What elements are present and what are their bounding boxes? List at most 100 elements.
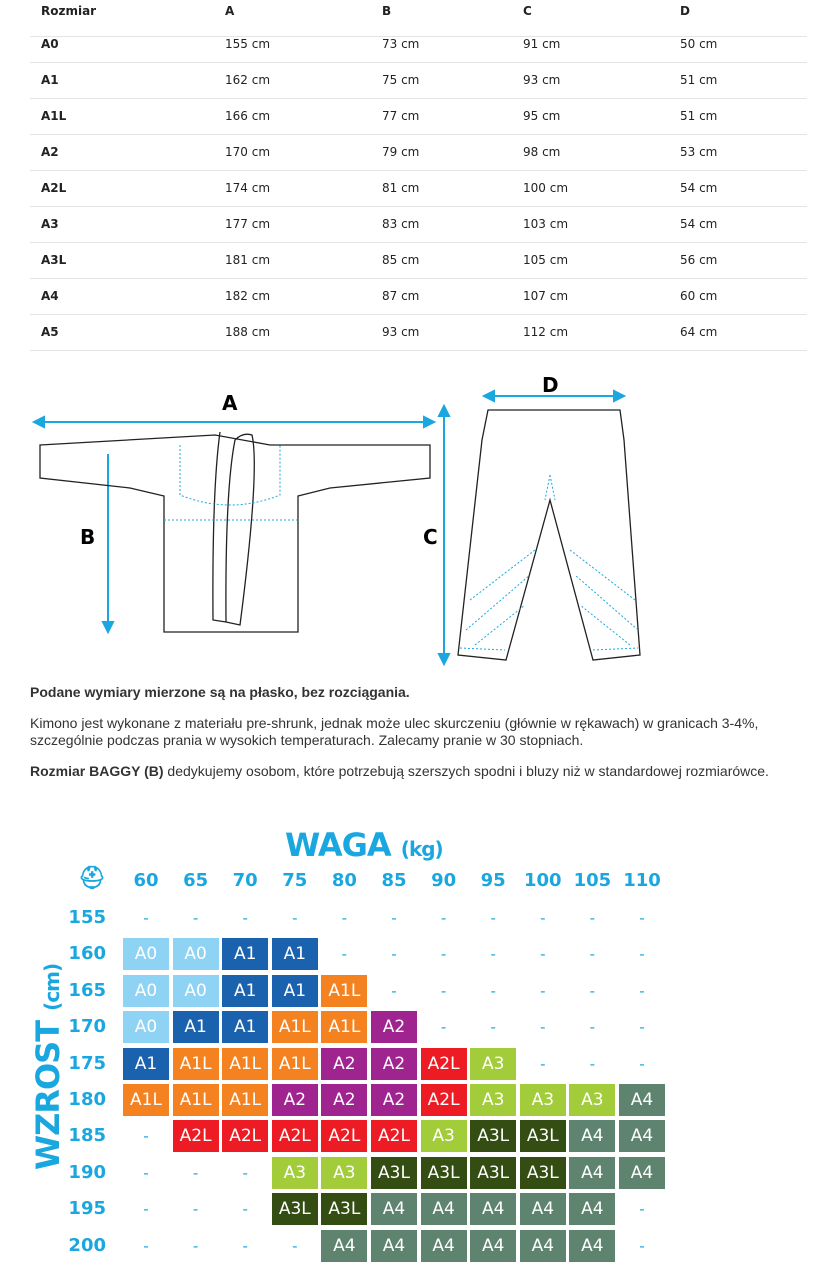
note-baggy: Rozmiar BAGGY (B) dedykujemy osobom, któ… bbox=[30, 763, 815, 780]
empty-cell: - bbox=[589, 1054, 596, 1073]
size-cell: A3 bbox=[321, 1156, 368, 1189]
size-cell: A3 bbox=[519, 1084, 566, 1116]
table-cell: A4 bbox=[41, 289, 59, 303]
weight-label: 80 bbox=[331, 870, 357, 891]
size-cell: A1L bbox=[321, 1011, 368, 1044]
label-c: C bbox=[423, 525, 438, 549]
size-cell: A1 bbox=[172, 1011, 219, 1044]
column-header: A bbox=[225, 4, 235, 18]
size-cell: A2L bbox=[420, 1047, 467, 1080]
empty-cell: - bbox=[143, 909, 149, 927]
empty-cell: - bbox=[639, 1200, 645, 1219]
empty-cell: - bbox=[540, 945, 546, 964]
table-cell: 112 cm bbox=[523, 325, 569, 339]
label-a: A bbox=[222, 391, 238, 415]
weight-label: 70 bbox=[232, 870, 258, 891]
table-row: A1 162 cm 75 cm 93 cm 51 cm bbox=[30, 62, 807, 99]
size-cell: A1L bbox=[271, 1011, 318, 1044]
empty-cell: - bbox=[292, 909, 298, 927]
table-cell: 64 cm bbox=[680, 325, 718, 339]
table-cell: A0 bbox=[41, 37, 59, 51]
empty-cell: - bbox=[242, 1236, 248, 1255]
empty-cell: - bbox=[540, 1054, 546, 1073]
table-cell: 79 cm bbox=[382, 145, 420, 159]
weight-label: 95 bbox=[480, 870, 506, 891]
table-cell: 87 cm bbox=[382, 289, 420, 303]
size-cell: A1L bbox=[172, 1084, 219, 1116]
empty-cell: - bbox=[589, 1018, 596, 1037]
height-value: 160 bbox=[68, 943, 106, 965]
empty-cell: - bbox=[192, 909, 199, 927]
size-cell: A3L bbox=[271, 1193, 318, 1226]
table-cell: 54 cm bbox=[680, 181, 718, 195]
size-cell: A4 bbox=[569, 1156, 616, 1189]
table-cell: 105 cm bbox=[523, 253, 569, 267]
empty-cell: - bbox=[540, 981, 546, 1000]
size-cell: A3 bbox=[470, 1047, 517, 1080]
notes: Podane wymiary mierzone są na płasko, be… bbox=[30, 684, 815, 794]
empty-cell: - bbox=[143, 1200, 149, 1219]
table-cell: 50 cm bbox=[680, 37, 718, 51]
table-cell: 174 cm bbox=[225, 181, 271, 195]
size-cell: A4 bbox=[569, 1120, 616, 1153]
table-cell: A3L bbox=[41, 253, 67, 267]
empty-cell: - bbox=[440, 945, 447, 964]
table-cell: 83 cm bbox=[382, 217, 420, 231]
size-cell: A4 bbox=[569, 1229, 616, 1262]
table-cell: 95 cm bbox=[523, 109, 561, 123]
size-cell: A4 bbox=[371, 1193, 417, 1226]
empty-cell: - bbox=[242, 909, 248, 927]
empty-cell: - bbox=[589, 909, 596, 927]
height-value: 175 bbox=[68, 1052, 106, 1074]
table-cell: 53 cm bbox=[680, 145, 718, 159]
table-cell: 85 cm bbox=[382, 253, 420, 267]
table-cell: A1L bbox=[41, 109, 67, 123]
column-header: D bbox=[680, 4, 690, 18]
height-value: 165 bbox=[68, 979, 106, 1001]
table-cell: 75 cm bbox=[382, 73, 420, 87]
empty-cell: - bbox=[440, 909, 447, 927]
empty-cell: - bbox=[540, 1018, 546, 1037]
size-cell: A3L bbox=[420, 1156, 467, 1189]
size-cell: A3 bbox=[420, 1120, 467, 1153]
size-cell: A2 bbox=[321, 1084, 368, 1116]
table-cell: 98 cm bbox=[523, 145, 561, 159]
size-cell: A2L bbox=[271, 1120, 318, 1153]
weight-label: 110 bbox=[623, 870, 661, 891]
empty-cell: - bbox=[143, 1127, 149, 1146]
empty-cell: - bbox=[639, 1018, 645, 1037]
size-cell: A3L bbox=[519, 1156, 566, 1189]
size-cell: A4 bbox=[619, 1084, 665, 1116]
table-row: A2L 174 cm 81 cm 100 cm 54 cm bbox=[30, 170, 807, 207]
table-cell: 81 cm bbox=[382, 181, 420, 195]
table-cell: 162 cm bbox=[225, 73, 271, 87]
height-label: WZROST bbox=[29, 1020, 67, 1171]
table-cell: 170 cm bbox=[225, 145, 271, 159]
table-row: A5 188 cm 93 cm 112 cm 64 cm bbox=[30, 314, 807, 351]
table-cell: 166 cm bbox=[225, 109, 271, 123]
empty-cell: - bbox=[490, 909, 496, 927]
empty-cell: - bbox=[490, 945, 496, 964]
weight-label: 75 bbox=[282, 870, 308, 891]
empty-cell: - bbox=[639, 909, 645, 927]
size-cell: A4 bbox=[569, 1193, 616, 1226]
table-row: A3 177 cm 83 cm 103 cm 54 cm bbox=[30, 206, 807, 243]
height-value: 195 bbox=[68, 1198, 106, 1220]
height-value: 190 bbox=[68, 1161, 106, 1183]
size-cell: A4 bbox=[619, 1120, 665, 1153]
size-cell: A1L bbox=[123, 1084, 169, 1116]
height-value: 200 bbox=[68, 1234, 106, 1256]
table-row: A1L 166 cm 77 cm 95 cm 51 cm bbox=[30, 98, 807, 135]
weight-label: 65 bbox=[183, 870, 209, 891]
size-cell: A4 bbox=[519, 1229, 566, 1262]
size-cell: A2 bbox=[271, 1084, 318, 1116]
table-row: A0 155 cm 73 cm 91 cm 50 cm bbox=[30, 26, 807, 63]
size-cell: A2 bbox=[371, 1047, 417, 1080]
table-cell: 182 cm bbox=[225, 289, 271, 303]
size-cell: A1 bbox=[222, 974, 269, 1007]
empty-cell: - bbox=[391, 945, 397, 964]
table-cell: 73 cm bbox=[382, 37, 420, 51]
empty-cell: - bbox=[440, 981, 447, 1000]
size-cell: A4 bbox=[371, 1229, 417, 1262]
empty-cell: - bbox=[440, 1018, 447, 1037]
